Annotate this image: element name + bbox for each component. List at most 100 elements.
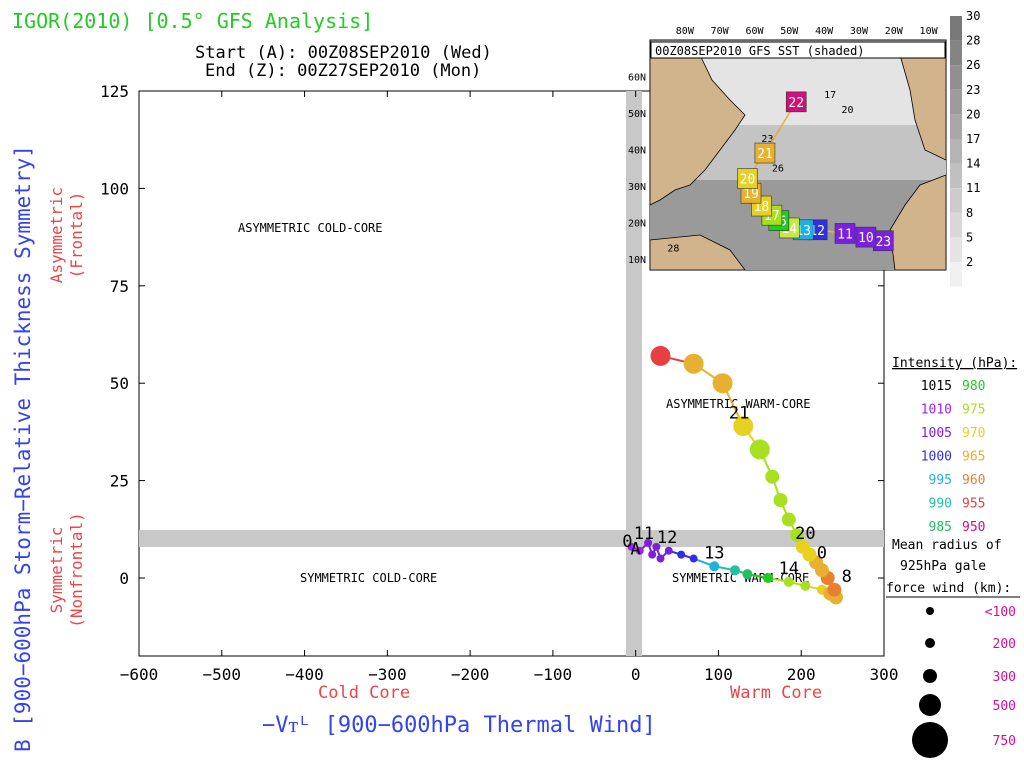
- x-tick-label: −600: [120, 665, 159, 684]
- inset-track-label: 20: [740, 173, 756, 188]
- quadrant-asym-cold: ASYMMETRIC COLD-CORE: [238, 221, 383, 235]
- x-axis-title: −Vᴛᴸ [900−600hPa Thermal Wind]: [262, 713, 656, 738]
- colorbar-label: 23: [966, 83, 980, 97]
- track-point: [730, 565, 740, 576]
- inset-lon-label: 20W: [885, 26, 904, 37]
- vertical-zero-band: [626, 91, 642, 656]
- colorbar-segment: [950, 89, 962, 115]
- inset-track-label: 10: [858, 231, 874, 246]
- intensity-legend-right: 980: [962, 379, 985, 394]
- colorbar-segment: [950, 16, 962, 41]
- y-bottom-side-label-1: Symmetric: [47, 527, 66, 614]
- colorbar-segment: [950, 188, 962, 213]
- radius-legend-title-1: Mean radius of: [892, 538, 1002, 553]
- inset-track-box: [834, 223, 856, 244]
- inset-map: 00Z08SEP2010 GFS SST (shaded) 80W 70W 60W 5…: [628, 26, 947, 271]
- radius-legend-rows: <100 200 300 500 750: [912, 605, 1016, 758]
- inset-lon-label: 40W: [815, 26, 834, 37]
- x-tick-label: −400: [285, 665, 324, 684]
- y-axis-title: B [900−600hPa Storm−Relative Thickness S…: [11, 145, 35, 752]
- colorbar-label: 11: [966, 181, 980, 195]
- y-top-side-label-2: (Frontal): [67, 192, 86, 279]
- radius-legend-title-2: 925hPa gale: [900, 559, 986, 574]
- track-point: [656, 554, 665, 563]
- y-top-side-label-1: Asymmetric: [47, 187, 66, 283]
- inset-track-box: [737, 168, 758, 189]
- track-point: [635, 546, 644, 555]
- track-point: [763, 573, 774, 583]
- x-left-side-label: Cold Core: [318, 683, 410, 703]
- inset-sst-label: 28: [667, 244, 679, 255]
- colorbar-segment: [950, 212, 962, 238]
- sst-colorbar: 30 28 26 23 20 17 14 11 8 5 2: [950, 9, 980, 287]
- inset-lon-label: 30W: [850, 26, 869, 37]
- inset-title: 00Z08SEP2010 GFS SST (shaded): [655, 44, 865, 58]
- track-point: [783, 576, 794, 587]
- x-tick-label: −100: [534, 665, 573, 684]
- track-point-label: 8: [842, 567, 852, 587]
- inset-land-africa: [889, 174, 947, 271]
- inset-track-label: 21: [757, 147, 773, 162]
- intensity-legend-left: 1000: [921, 450, 952, 465]
- y-tick-label: 75: [110, 277, 129, 296]
- colorbar-label: 2: [966, 255, 973, 269]
- inset-lon-label: 80W: [676, 26, 695, 37]
- track-point: [827, 582, 842, 597]
- inset-lat-label: 30N: [628, 182, 646, 193]
- y-tick-label: 100: [100, 179, 129, 198]
- x-axis-ticks: −600 −500 −400 −300 −200 −100 0 100 200 300: [120, 91, 899, 684]
- colorbar-segment: [950, 65, 962, 90]
- colorbar-segment: [950, 40, 962, 66]
- horizontal-threshold-band: [139, 530, 884, 547]
- colorbar-label: 26: [966, 58, 980, 72]
- inset-track-label: 23: [875, 235, 891, 250]
- intensity-legend-right: 970: [962, 426, 985, 441]
- intensity-legend-left: 1010: [921, 403, 952, 418]
- inset-lat-label: 60N: [628, 72, 646, 83]
- end-time-label: End (Z): 00Z27SEP2010 (Mon): [205, 61, 481, 81]
- inset-sst-label: 26: [772, 163, 784, 174]
- radius-legend-title-3: force wind (km):: [886, 581, 1011, 596]
- y-tick-label: 125: [100, 82, 129, 101]
- track-point: [712, 373, 733, 394]
- track-point-label: A: [631, 540, 641, 560]
- track-point: [664, 546, 673, 555]
- x-tick-label: 200: [787, 665, 816, 684]
- colorbar-label: 5: [966, 230, 973, 244]
- quadrant-sym-warm: SYMMETRIC WARM-CORE: [672, 571, 809, 585]
- colorbar-label: 30: [966, 9, 980, 23]
- intensity-legend-right: 960: [962, 473, 985, 488]
- inset-land-greenland: [899, 54, 947, 161]
- x-tick-label: −300: [368, 665, 407, 684]
- track-point: [709, 561, 720, 572]
- track-point: [742, 569, 753, 580]
- inset-lat-label: 50N: [628, 109, 646, 120]
- track-point-label: 12: [657, 528, 677, 548]
- colorbar-label: 17: [966, 132, 980, 146]
- colorbar-segment: [950, 262, 962, 287]
- inset-track-label: 22: [788, 96, 804, 111]
- colorbar-label: 28: [966, 34, 980, 48]
- intensity-legend-left: 985: [929, 520, 952, 535]
- colorbar-label: 14: [966, 157, 980, 171]
- y-tick-label: 25: [110, 472, 129, 491]
- intensity-legend-left: 995: [929, 473, 952, 488]
- x-tick-label: 300: [870, 665, 899, 684]
- x-tick-label: 0: [631, 665, 641, 684]
- inset-sst-label: 20: [842, 105, 854, 116]
- track-point: [790, 528, 805, 543]
- y-tick-label: 50: [110, 374, 129, 393]
- intensity-legend-left: 1015: [921, 379, 952, 394]
- x-tick-label: −500: [203, 665, 242, 684]
- track-point-label: 21: [729, 403, 749, 423]
- inset-track-box: [754, 142, 776, 164]
- intensity-legend-rows: 1015 980 1010 975 1005 970 1000 965 995 960 990 955…: [921, 379, 986, 535]
- track-point-label: 14: [779, 559, 799, 579]
- colorbar-segment: [950, 114, 962, 139]
- intensity-legend-right: 955: [962, 497, 985, 512]
- track-point-label: 11: [634, 524, 654, 544]
